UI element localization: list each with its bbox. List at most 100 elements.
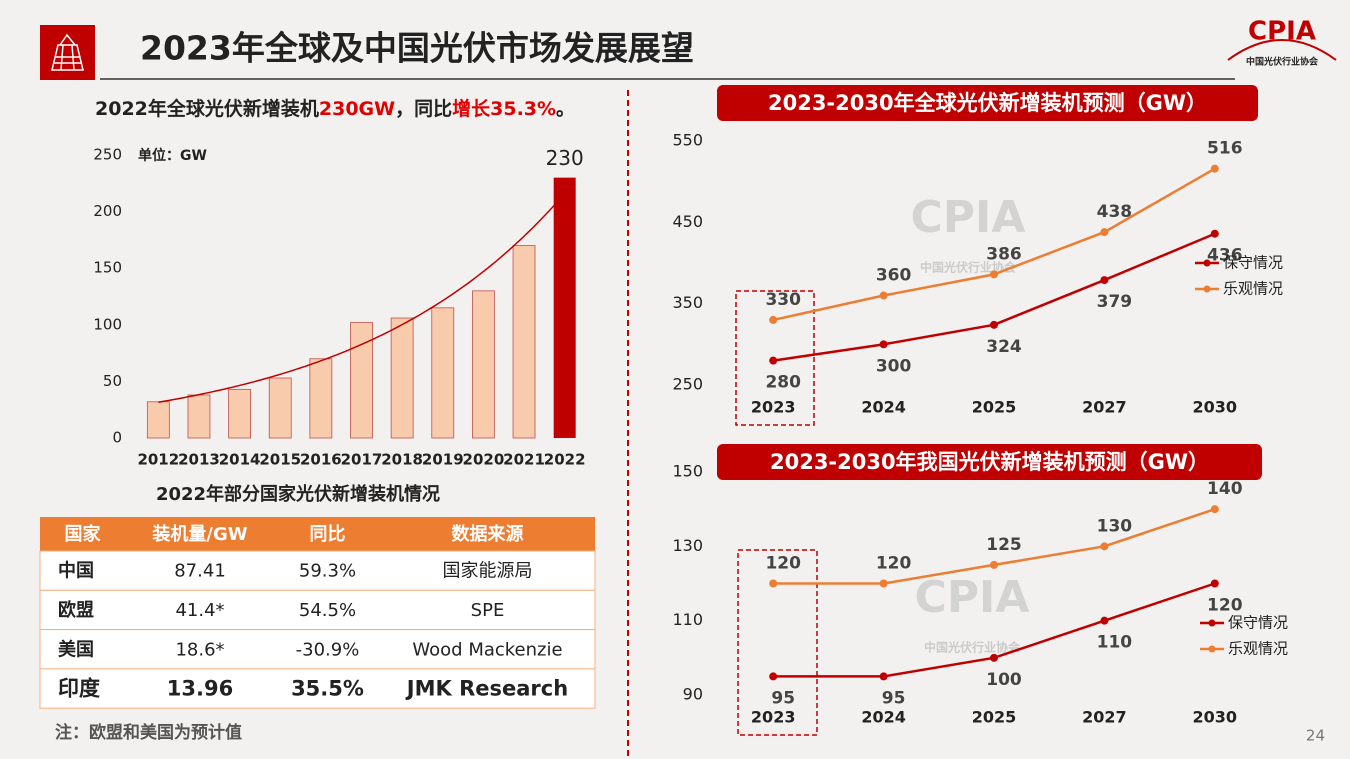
point [1100,616,1109,625]
logo-sub: 中国光伏行业协会 [1246,56,1319,68]
point [990,560,998,569]
point [1210,505,1219,514]
trend-line [158,193,566,403]
watermark: CPIA [915,572,1030,623]
value-label: 324 [986,337,1022,357]
point [1100,542,1109,551]
value-label: 120 [765,554,801,574]
table-cell: 87.41 [174,561,226,582]
point [1210,579,1219,588]
table-cell: 美国 [58,638,94,660]
legend-label: 保守情况 [1223,254,1283,272]
x-tick-label: 2025 [972,398,1017,417]
x-tick-label: 2025 [972,708,1017,727]
legend-label: 乐观情况 [1228,640,1288,658]
legend-dot [1208,645,1216,653]
bar [350,322,373,439]
table-cell: 中国 [58,560,94,582]
x-tick-label: 2015 [259,451,301,469]
point [879,291,888,300]
value-label: 120 [1207,596,1243,616]
point [769,579,778,588]
chart-title-box [717,444,1262,480]
bar [512,245,536,439]
table-cell: 印度 [58,677,100,701]
value-label: 280 [765,373,801,393]
point [1210,164,1219,173]
y-tick-label: 110 [672,610,703,629]
table-row [39,550,596,591]
y-tick-label: 50 [103,372,122,390]
bar [553,177,576,438]
bar [146,401,170,439]
table-header: 装机量/GW [152,523,247,545]
value-label: 379 [1097,292,1133,312]
y-tick-label: 550 [672,131,703,150]
y-tick-label: 130 [672,536,703,555]
legend-dot [1203,285,1211,293]
highlight-box [735,290,815,426]
chart-title: 2023-2030年我国光伏新增装机预测（GW） [770,450,1209,474]
bar [268,377,292,439]
table-cell: 欧盟 [58,599,94,621]
table-cell: JMK Research [405,677,568,701]
value-label: 516 [1207,139,1243,159]
bar [309,358,333,439]
x-tick-label: 2020 [463,451,505,469]
logo: CPIA [1248,17,1316,47]
table-title: 2022年部分国家光伏新增装机情况 [156,483,440,505]
x-tick-label: 2030 [1193,708,1238,727]
x-tick-label: 2024 [861,708,906,727]
value-label: 438 [1097,202,1133,222]
value-label: 386 [986,244,1022,264]
table-cell: 41.4* [175,600,224,621]
point [1100,276,1109,285]
note: 注：欧盟和美国为预计值 [55,722,242,743]
table-cell: 国家能源局 [443,561,533,582]
table-cell: 54.5% [299,600,356,621]
bar [187,394,211,439]
y-tick-label: 90 [683,685,703,704]
value-label: 120 [876,554,912,574]
page-number: 24 [1306,727,1325,745]
highlight-box [737,549,818,736]
y-tick-label: 450 [672,212,703,231]
point [879,579,888,588]
table-header: 同比 [310,524,346,545]
summary-part: 230GW [319,98,395,120]
header-icon-grid [51,33,84,71]
value-label: 100 [986,670,1022,690]
table-cell: 35.5% [291,677,364,701]
x-tick-label: 2016 [300,451,342,469]
watermark: CPIA [911,192,1026,243]
value-label: 140 [1207,479,1243,499]
x-tick-label: 2018 [381,451,423,469]
x-tick-label: 2012 [137,451,179,469]
summary-part: 2022年全球光伏新增装机 [95,97,319,120]
page-title: 2023年全球及中国光伏市场发展展望 [140,29,694,68]
y-tick-label: 250 [672,375,703,394]
table-cell: SPE [471,600,505,621]
point [990,653,998,662]
value-label: 125 [986,535,1022,555]
point [769,672,778,681]
legend-dot [1203,259,1211,267]
bar [228,388,251,439]
y-tick-label: 250 [93,146,122,164]
value-label: 436 [1207,246,1243,266]
value-label: 95 [771,688,795,708]
table-row [39,668,596,709]
legend-label: 保守情况 [1228,614,1288,632]
legend-dot [1208,619,1216,627]
x-tick-label: 2023 [751,398,796,417]
y-tick-label: 350 [672,293,703,312]
value-label: 95 [882,688,906,708]
legend-label: 乐观情况 [1223,280,1283,298]
summary: 2022年全球光伏新增装机230GW，同比增长35.3%。 [95,97,575,120]
value-label: 110 [1097,633,1133,653]
table-cell: 18.6* [175,639,224,660]
value-label: 330 [765,290,801,310]
chart-title: 2023-2030年全球光伏新增装机预测（GW） [768,91,1207,115]
y-tick-label: 150 [672,462,703,481]
